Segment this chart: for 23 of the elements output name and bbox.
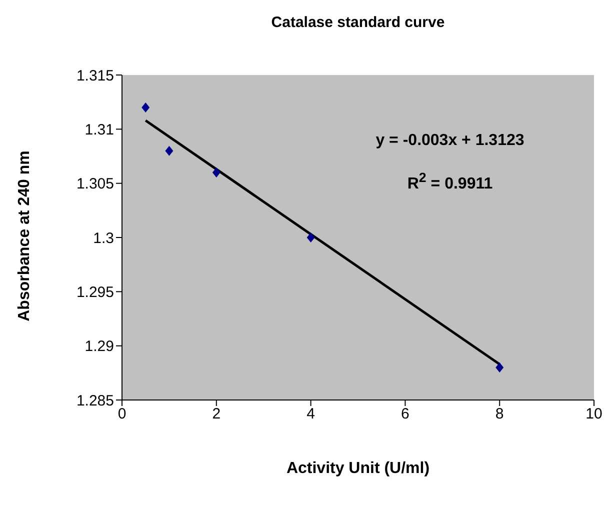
point: [496, 362, 504, 372]
y-axis-title: Absorbance at 240 nm: [16, 150, 34, 324]
annotation: R$^{2}$ = 0.9911: [406, 170, 494, 194]
y-tick-label: 1.285: [76, 392, 114, 410]
chart-title: Catalase standard curve: [270, 14, 446, 31]
y-tick-label: 1.295: [76, 284, 114, 301]
point: [212, 168, 220, 178]
x-tick-label: 4: [306, 406, 315, 423]
y-tick-label: 1.305: [76, 176, 114, 193]
x-tick-label: 0: [118, 406, 126, 423]
y-tick-label: 1.31: [84, 121, 114, 138]
y-tick-label: 1.3: [93, 230, 114, 247]
x-tick-label: 10: [586, 406, 602, 423]
annotation: y = -0.003x + 1.3123: [374, 132, 526, 150]
point: [142, 102, 150, 112]
point: [306, 232, 315, 242]
point: [165, 146, 174, 156]
y-tick-label: 1.315: [76, 67, 114, 84]
x-tick-label: 2: [212, 406, 221, 423]
x-tick-label: 8: [495, 406, 504, 423]
x-axis-title: Activity Unit (U/ml): [285, 460, 431, 478]
y-tick-label: 1.29: [84, 338, 114, 356]
x-tick-label: 6: [401, 406, 410, 423]
